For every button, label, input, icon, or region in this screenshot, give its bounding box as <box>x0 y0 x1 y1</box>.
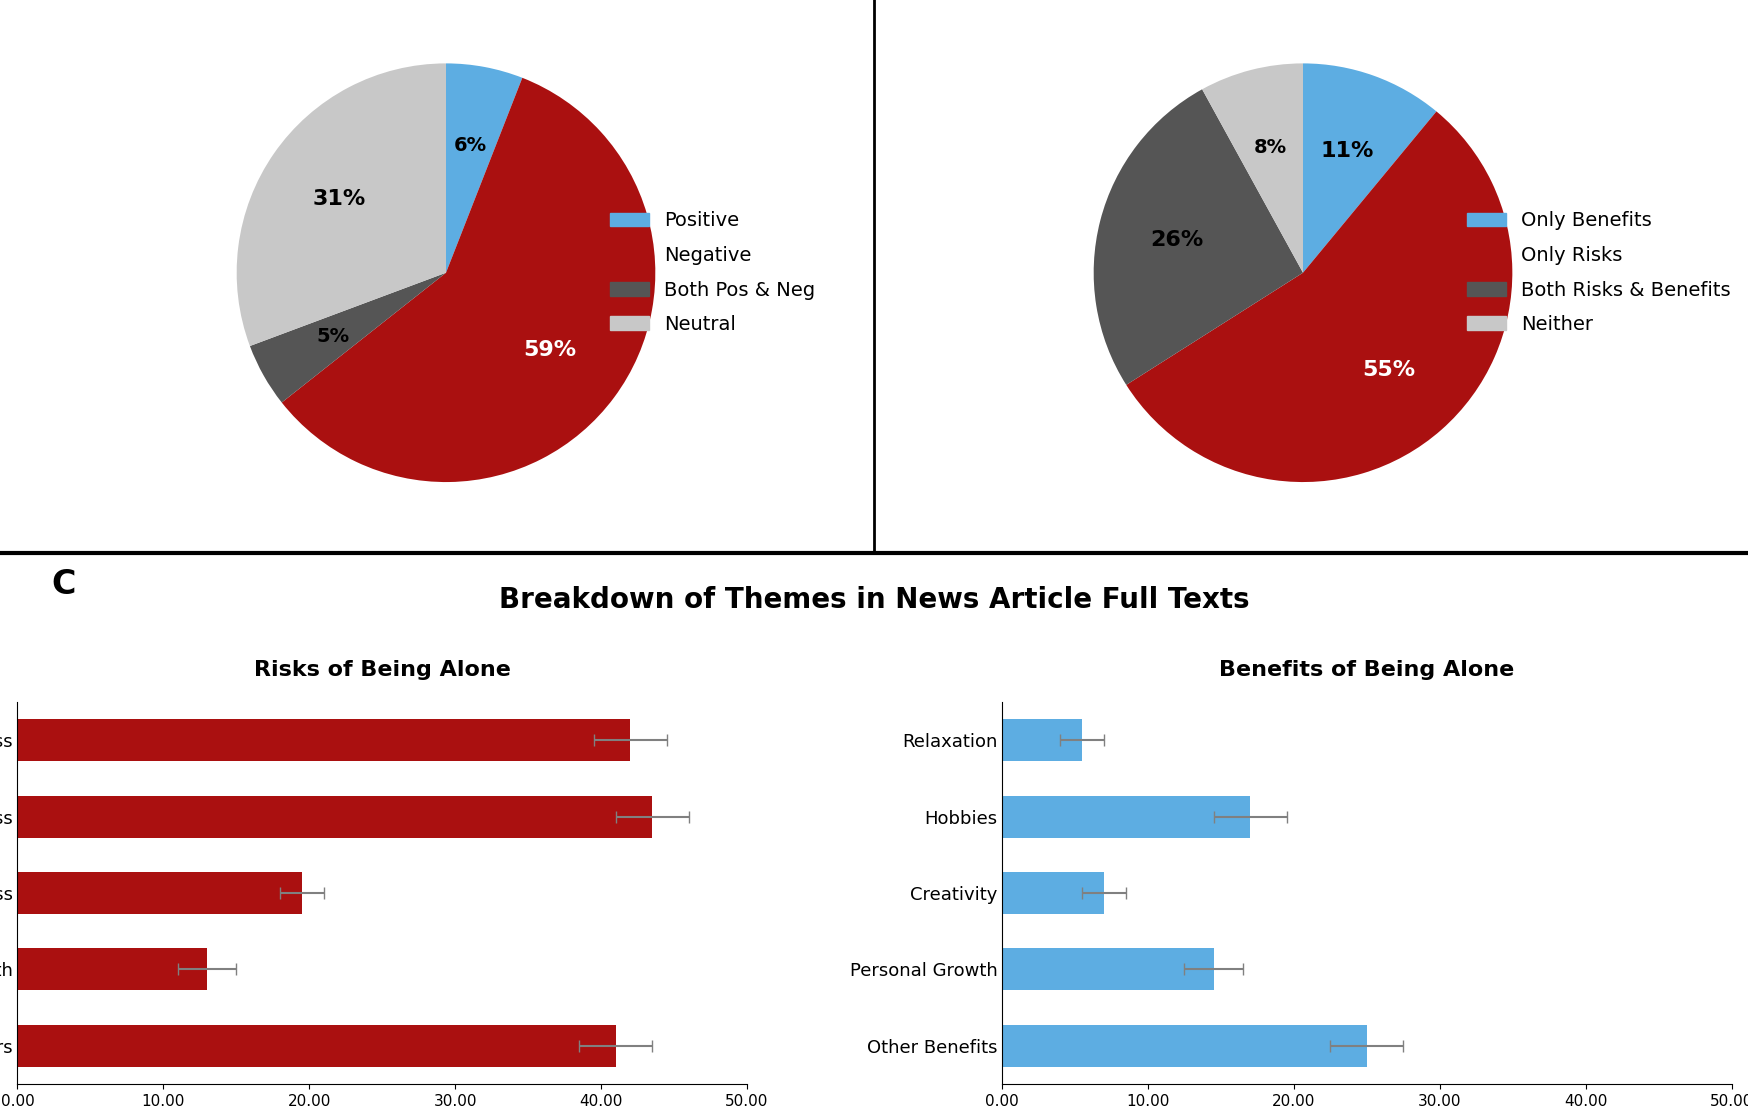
Text: C: C <box>52 568 77 602</box>
Wedge shape <box>236 63 446 346</box>
Wedge shape <box>281 77 656 482</box>
Title: News Article Headlines: News Article Headlines <box>266 0 626 3</box>
Legend: Positive, Negative, Both Pos & Neg, Neutral: Positive, Negative, Both Pos & Neg, Neut… <box>601 204 823 342</box>
Wedge shape <box>1201 63 1302 273</box>
Text: 59%: 59% <box>523 340 577 359</box>
Wedge shape <box>446 63 523 273</box>
Wedge shape <box>1302 63 1435 273</box>
Text: 26%: 26% <box>1150 230 1203 250</box>
Bar <box>17 795 652 837</box>
Bar <box>1002 795 1250 837</box>
Text: A: A <box>142 0 168 2</box>
Wedge shape <box>250 273 446 403</box>
Text: 55%: 55% <box>1362 361 1414 380</box>
Text: 8%: 8% <box>1253 137 1287 157</box>
Bar <box>17 872 302 914</box>
Text: 11%: 11% <box>1320 140 1372 160</box>
Text: 31%: 31% <box>313 189 365 209</box>
Title: News Article Full Texts: News Article Full Texts <box>1126 0 1479 3</box>
Text: 5%: 5% <box>316 327 350 346</box>
Bar <box>17 1024 615 1066</box>
Text: 6%: 6% <box>453 136 486 155</box>
Legend: Only Benefits, Only Risks, Both Risks & Benefits, Neither: Only Benefits, Only Risks, Both Risks & … <box>1458 204 1738 342</box>
Bar <box>1002 872 1103 914</box>
Text: Breakdown of Themes in News Article Full Texts: Breakdown of Themes in News Article Full… <box>498 586 1250 614</box>
Bar <box>1002 1024 1365 1066</box>
Text: B: B <box>998 0 1024 2</box>
Text: Risks of Being Alone: Risks of Being Alone <box>253 660 510 680</box>
Text: Benefits of Being Alone: Benefits of Being Alone <box>1218 660 1514 680</box>
Wedge shape <box>1126 112 1512 482</box>
Bar <box>1002 719 1082 761</box>
Bar <box>1002 948 1213 990</box>
Bar <box>17 948 206 990</box>
Bar <box>17 719 629 761</box>
Wedge shape <box>1092 90 1302 385</box>
